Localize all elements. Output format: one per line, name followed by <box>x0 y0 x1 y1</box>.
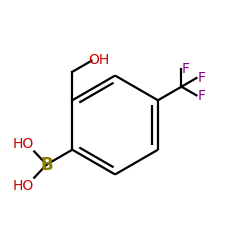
Text: OH: OH <box>88 53 109 67</box>
Text: HO: HO <box>13 178 34 192</box>
Text: F: F <box>198 89 205 103</box>
Text: B: B <box>40 156 53 174</box>
Text: F: F <box>198 71 205 85</box>
Text: F: F <box>182 62 190 76</box>
Text: HO: HO <box>13 136 34 150</box>
